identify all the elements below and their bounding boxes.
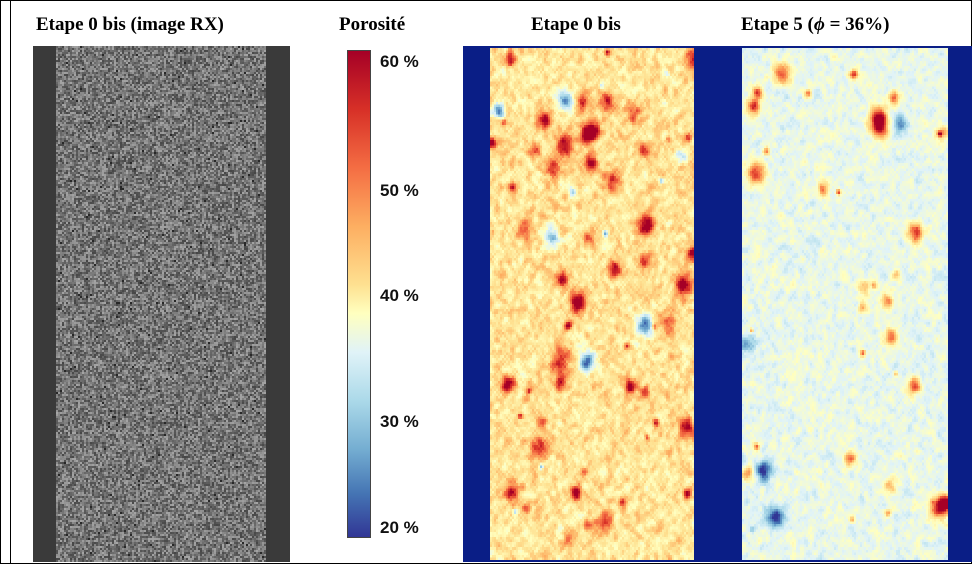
porosity-colorbar [347, 50, 371, 538]
left-border-line [10, 0, 11, 564]
colorbar-title: Porosité [339, 14, 406, 35]
porosity-map-step0 [463, 46, 717, 562]
colorbar-tick-50: 50 % [380, 181, 419, 200]
porosity-map-step5 [717, 46, 972, 562]
colorbar-tick-20: 20 % [380, 518, 419, 537]
map1-title: Etape 0 bis [531, 14, 621, 35]
xray-image [33, 46, 290, 562]
colorbar-tick-40: 40 % [380, 286, 419, 305]
rx-panel-title: Etape 0 bis (image RX) [36, 14, 224, 35]
colorbar-tick-60: 60 % [380, 52, 419, 71]
xray-sample-texture [56, 46, 266, 562]
map2-title: Etape 5 (ϕ = 36%) [741, 14, 890, 35]
colorbar-tick-30: 30 % [380, 412, 419, 431]
